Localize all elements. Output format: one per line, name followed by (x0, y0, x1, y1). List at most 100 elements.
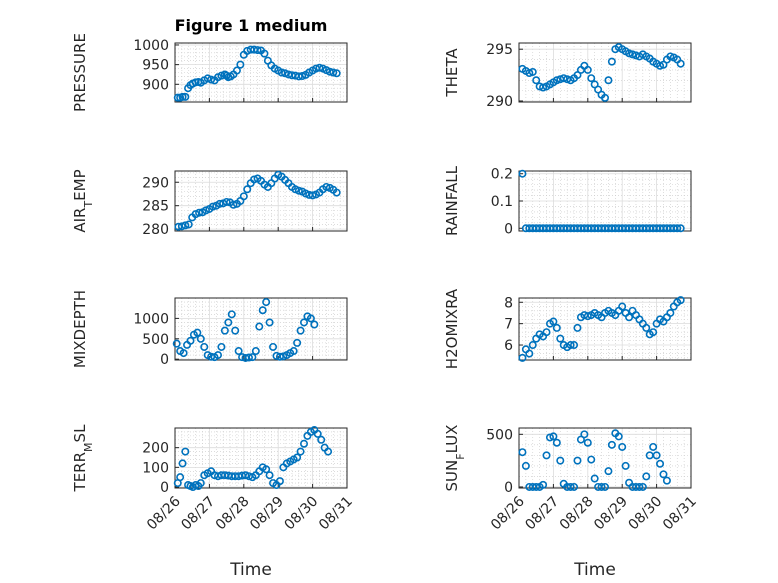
data-point (573, 323, 582, 332)
y-tick-label: 0 (504, 221, 513, 237)
data-point (559, 74, 568, 83)
data-point (583, 312, 592, 321)
data-point (528, 67, 537, 76)
data-point (521, 461, 530, 470)
data-point (265, 318, 274, 327)
data-point (308, 191, 317, 200)
y-tick-label: 1000 (133, 38, 169, 54)
data-point (556, 456, 565, 465)
data-point (642, 323, 651, 332)
data-point (656, 61, 665, 70)
data-point (299, 439, 308, 448)
data-point (625, 313, 634, 322)
data-point (628, 50, 637, 59)
data-point (583, 438, 592, 447)
y-tick-label: 7 (504, 317, 513, 333)
x-tick-label: 08/26 (488, 493, 528, 533)
data-point (518, 448, 527, 457)
data-point (196, 479, 205, 488)
data-point (525, 69, 534, 78)
data-point (177, 222, 186, 231)
data-point (207, 75, 216, 84)
data-point (293, 338, 302, 347)
data-point (332, 188, 341, 197)
x-tick-label: 08/30 (626, 494, 666, 534)
data-point (244, 353, 253, 362)
data-point (214, 351, 223, 360)
data-point (186, 336, 195, 345)
data-point (232, 66, 241, 75)
data-point (184, 220, 193, 229)
data-point (215, 199, 224, 208)
subplot-mixdepth: 0 500 1000 MIXDEPTH (71, 290, 348, 368)
y-tick-label: 500 (142, 332, 169, 348)
data-point (294, 186, 303, 195)
x-tick-label: 08/28 (557, 494, 597, 534)
data-point (217, 342, 226, 351)
y-tick-label: 295 (486, 42, 513, 58)
data-point (207, 352, 216, 361)
axes-border (518, 297, 692, 361)
data-point (293, 453, 302, 462)
data-point (329, 68, 338, 77)
y-axis-label: TERRMSL (71, 424, 95, 493)
data-point (294, 72, 303, 81)
data-point (528, 341, 537, 350)
data-point (621, 461, 630, 470)
data-point (604, 467, 613, 476)
x-tick-label: 08/27 (178, 494, 218, 534)
data-point (618, 442, 627, 451)
plot-area (174, 170, 348, 232)
data-point (178, 459, 187, 468)
data-point (172, 339, 181, 348)
y-tick-label: 280 (142, 222, 169, 238)
data-point (552, 323, 561, 332)
data-point (322, 182, 331, 191)
data-point (220, 326, 229, 335)
data-point (260, 49, 269, 58)
data-point (566, 482, 575, 491)
data-point (642, 472, 651, 481)
data-point (275, 477, 284, 486)
data-point (243, 185, 252, 194)
data-point (265, 471, 274, 480)
data-point (262, 298, 271, 307)
axes-border (174, 427, 348, 489)
data-point (229, 200, 238, 209)
data-point (656, 459, 665, 468)
y-tick-label: 0.2 (491, 167, 513, 183)
data-point (173, 93, 182, 102)
data-point (193, 328, 202, 337)
y-axis-label: SUNFLUX (443, 425, 467, 492)
data-point (296, 447, 305, 456)
data-point (666, 52, 675, 61)
y-tick-label: 0.1 (491, 194, 513, 210)
data-point (306, 314, 315, 323)
data-point (518, 353, 527, 362)
x-tick-label: 08/29 (247, 494, 287, 534)
y-tick-label: 0 (160, 480, 169, 496)
data-point (587, 455, 596, 464)
data-point (181, 92, 190, 101)
x-tick-label: 08/27 (522, 494, 562, 534)
y-tick-label: 500 (486, 427, 513, 443)
data-point (532, 76, 541, 85)
data-point (549, 317, 558, 326)
data-point (576, 435, 585, 444)
data-point (666, 308, 675, 317)
data-point (248, 353, 257, 362)
data-point (659, 470, 668, 479)
data-point (552, 76, 561, 85)
figure-title: Figure 1 medium (175, 16, 328, 35)
y-tick-label: 900 (142, 77, 169, 93)
axes-border (518, 42, 692, 103)
data-point (325, 67, 334, 76)
data-point (566, 341, 575, 350)
data-point (176, 473, 185, 482)
subplot-rainfall: 0 0.1 0.2 RAINFALL (443, 165, 692, 237)
data-point (332, 69, 341, 78)
data-point (195, 208, 204, 217)
data-point (296, 326, 305, 335)
data-point (275, 352, 284, 361)
